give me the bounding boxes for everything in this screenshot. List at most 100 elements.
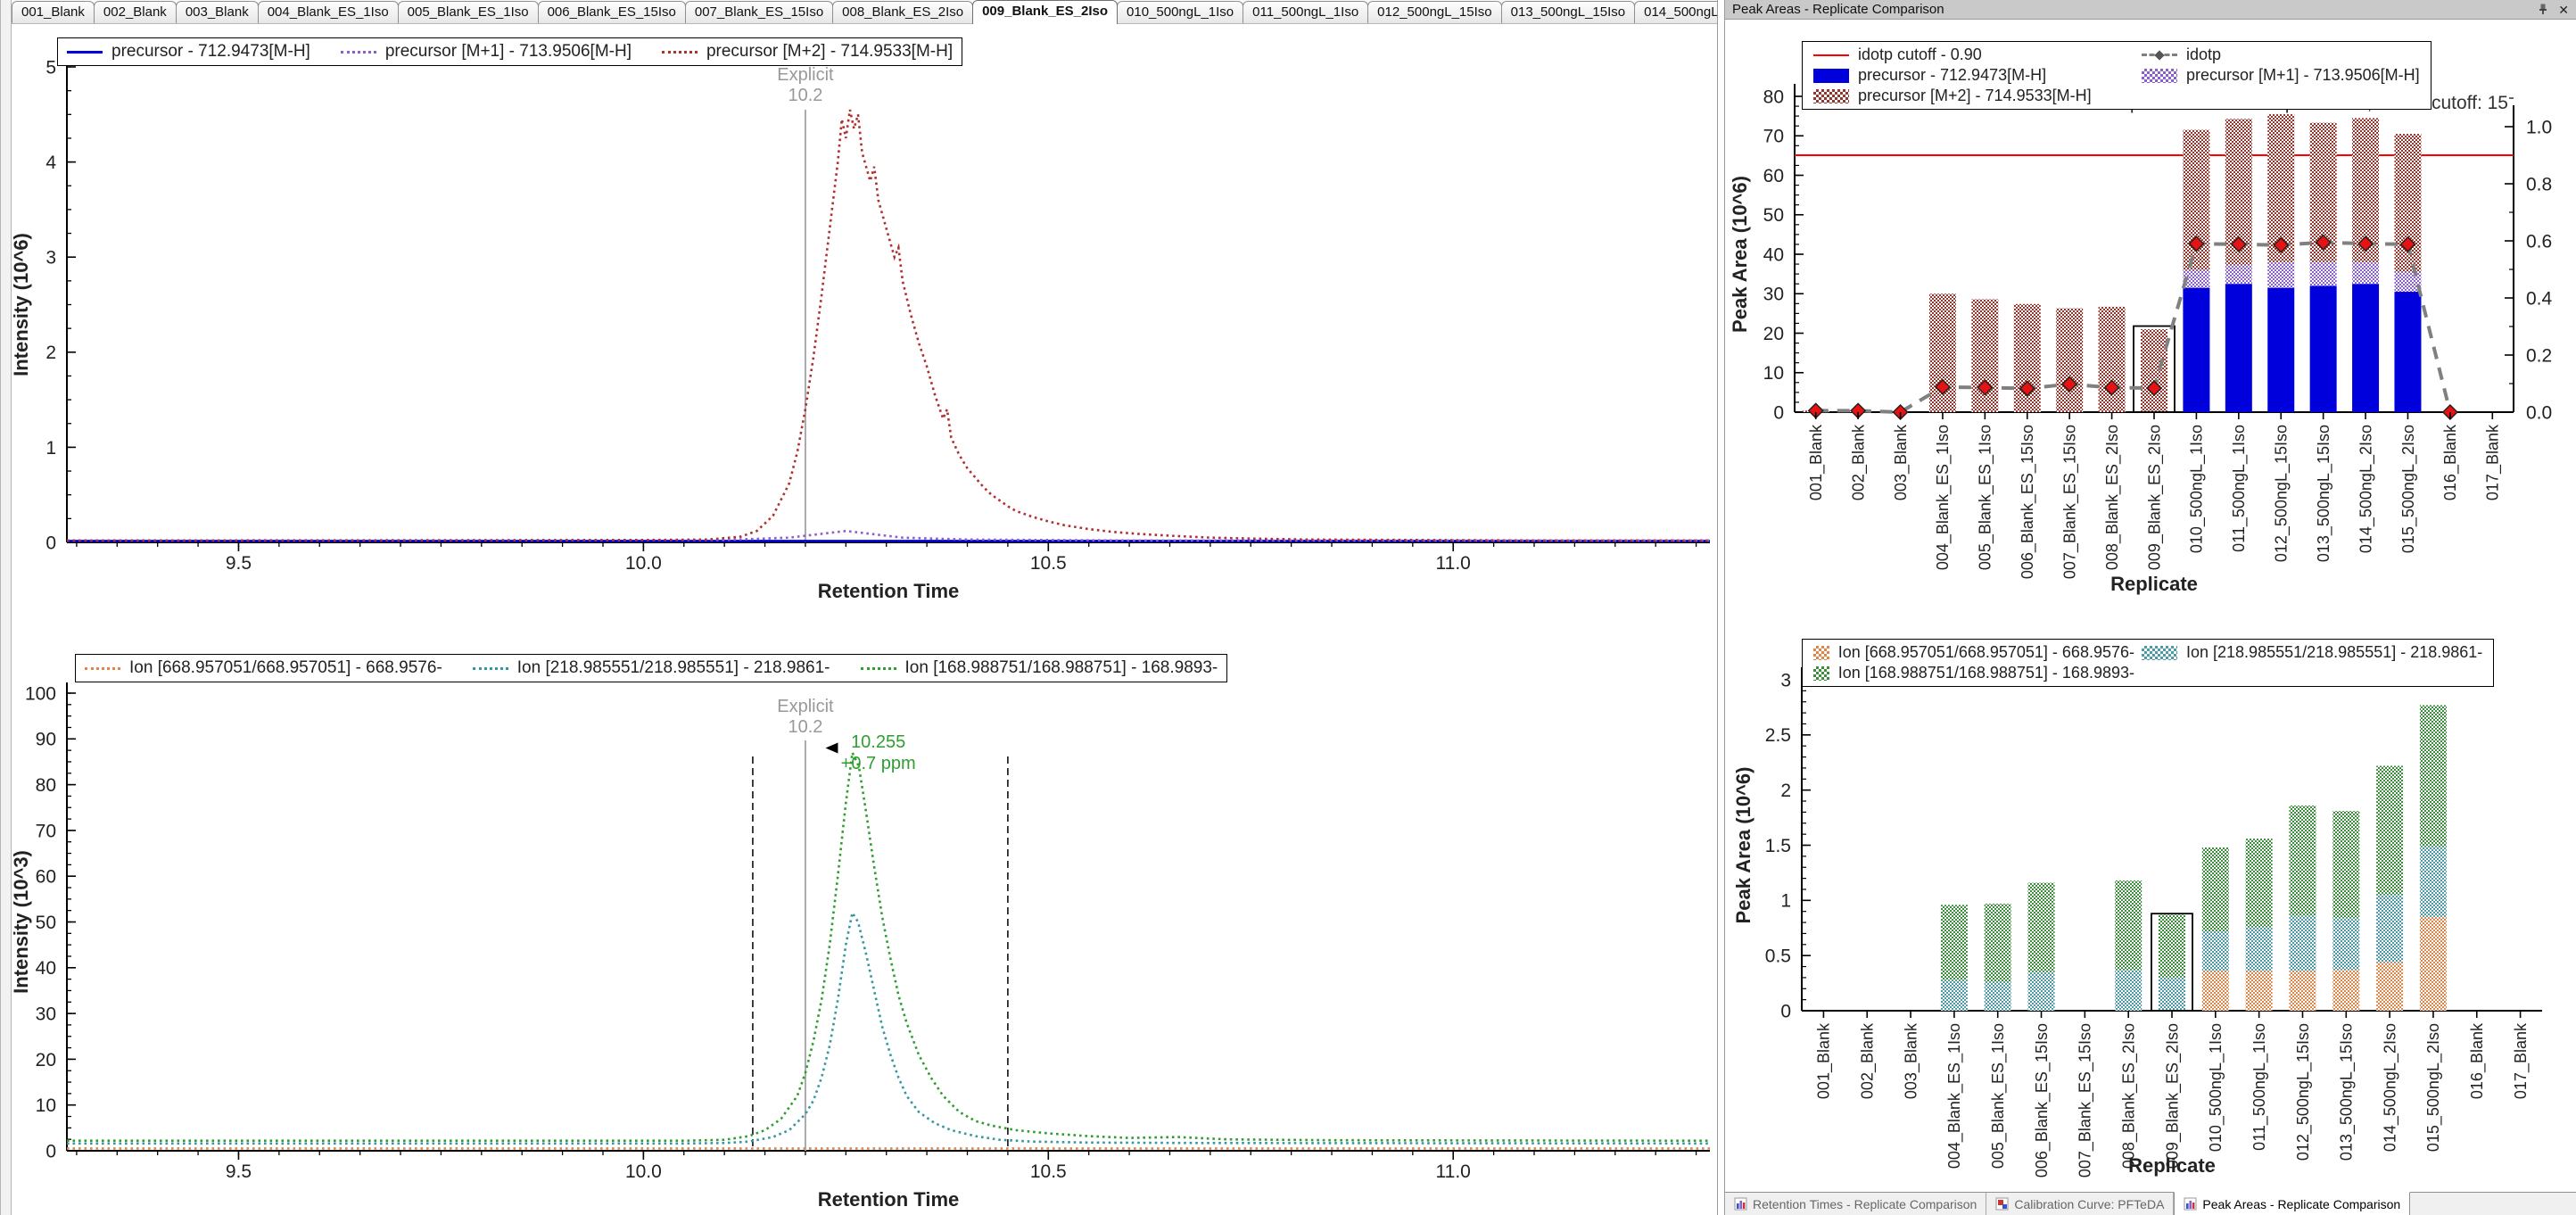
x-category-label[interactable]: 013_500ngL_15Iso — [2315, 425, 2333, 562]
x-category-label[interactable]: 012_500ngL_15Iso — [2273, 425, 2291, 562]
x-category-label[interactable]: 004_Blank_ES_1Iso — [1934, 425, 1953, 570]
bar-015_500ngL_2Iso-s1[interactable] — [2394, 271, 2422, 293]
bar-009_Blank_ES_2Iso-s1[interactable] — [2159, 977, 2185, 1011]
x-category-label[interactable]: 017_Blank — [2512, 1022, 2531, 1099]
doc-tab-011_500ngL_1Iso[interactable]: 011_500ngL_1Iso — [1243, 1, 1369, 23]
x-category-label[interactable]: 001_Blank — [1807, 424, 1826, 500]
bar-011_500ngL_1Iso-s2[interactable] — [2245, 839, 2273, 928]
x-category-label[interactable]: 006_Blank_ES_15Iso — [2033, 1023, 2052, 1178]
chrom-ions-plot[interactable]: 0 10 20 30 40 50 60 70 80 90 100 9.5 10.0 10.5 11.0 Int… — [12, 682, 1711, 1211]
bar-012_500ngL_15Iso-s1[interactable] — [2267, 261, 2295, 288]
bar-008_Blank_ES_2Iso-s2[interactable] — [2115, 880, 2143, 971]
bar-014_500ngL_2Iso-s1[interactable] — [2352, 261, 2380, 285]
bar-015_500ngL_2Iso-s2[interactable] — [2419, 705, 2447, 847]
bar-005_Blank_ES_1Iso-s1[interactable] — [1984, 981, 2011, 1011]
bar-015_500ngL_2Iso-s1[interactable] — [2419, 846, 2447, 917]
bar-006_Blank_ES_15Iso-s2[interactable] — [2027, 882, 2055, 972]
doc-tab-010_500ngL_1Iso[interactable]: 010_500ngL_1Iso — [1117, 1, 1244, 23]
peak-areas-precursor-chart[interactable]: 0 10 20 30 40 50 60 70 80 0.0 0.2 0.4 0.6 0.8 1.0 idotp… — [1725, 20, 2576, 624]
bar-012_500ngL_15Iso-s0[interactable] — [2289, 971, 2316, 1011]
bar-008_Blank_ES_2Iso-s1[interactable] — [2115, 970, 2143, 1011]
x-category-label[interactable]: 010_500ngL_1Iso — [2188, 425, 2207, 553]
bar-009_Blank_ES_2Iso-s2[interactable] — [2141, 329, 2167, 412]
chromatogram-ions-chart[interactable]: 0 10 20 30 40 50 60 70 80 90 100 9.5 10.0 10.5 11.0 Int… — [12, 641, 1717, 1215]
x-category-label[interactable]: 007_Blank_ES_15Iso — [2076, 1023, 2095, 1178]
x-category-label[interactable]: 005_Blank_ES_1Iso — [1977, 425, 1995, 570]
bar-010_500ngL_1Iso-s1[interactable] — [2201, 930, 2229, 971]
chrom-precursor-plot[interactable]: 0 1 2 3 4 5 9.5 10.0 10.5 11.0 Intensity (10^6) Ret… — [12, 56, 1710, 602]
doc-tab-007_Blank_ES_15Iso[interactable]: 007_Blank_ES_15Iso — [684, 1, 834, 23]
doc-tab-008_Blank_ES_2Iso[interactable]: 008_Blank_ES_2Iso — [832, 1, 974, 23]
doc-tab-005_Blank_ES_1Iso[interactable]: 005_Blank_ES_1Iso — [397, 1, 539, 23]
bar-014_500ngL_2Iso-s0[interactable] — [2376, 962, 2404, 1011]
bar-009_Blank_ES_2Iso-s2[interactable] — [2159, 914, 2185, 978]
bar-006_Blank_ES_15Iso-s1[interactable] — [2027, 971, 2055, 1011]
x-category-label[interactable]: 002_Blank — [1849, 424, 1868, 500]
status-tab-2[interactable]: Calibration Curve: PFTeDA — [1986, 1193, 2175, 1215]
x-category-label[interactable]: 015_500ngL_2Iso — [2399, 425, 2418, 553]
bar-011_500ngL_1Iso-s1[interactable] — [2225, 264, 2252, 285]
bar-012_500ngL_15Iso-s1[interactable] — [2289, 915, 2316, 971]
bar-014_500ngL_2Iso-s1[interactable] — [2376, 895, 2404, 963]
bar-012_500ngL_15Iso-s2[interactable] — [2289, 805, 2316, 916]
doc-tab-012_500ngL_15Iso[interactable]: 012_500ngL_15Iso — [1367, 1, 1502, 23]
bar-013_500ngL_15Iso-s0[interactable] — [2332, 970, 2360, 1011]
doc-tab-006_Blank_ES_15Iso[interactable]: 006_Blank_ES_15Iso — [537, 1, 686, 23]
bar-010_500ngL_1Iso-s1[interactable] — [2183, 269, 2210, 288]
bar-015_500ngL_2Iso-s0[interactable] — [2394, 292, 2422, 412]
x-category-label[interactable]: 011_500ngL_1Iso — [2250, 1023, 2269, 1151]
doc-tab-003_Blank[interactable]: 003_Blank — [175, 1, 259, 23]
bar-011_500ngL_1Iso-s0[interactable] — [2225, 284, 2252, 412]
x-category-label[interactable]: 008_Blank_ES_2Iso — [2119, 1023, 2138, 1169]
x-category-label[interactable]: 009_Blank_ES_2Iso — [2163, 1023, 2182, 1169]
bar-004_Blank_ES_1Iso-s2[interactable] — [1940, 905, 1968, 980]
x-category-label[interactable]: 013_500ngL_15Iso — [2338, 1023, 2357, 1161]
bar-010_500ngL_1Iso-s0[interactable] — [2183, 287, 2210, 412]
bar-010_500ngL_1Iso-s0[interactable] — [2201, 971, 2229, 1011]
bar-007_Blank_ES_15Iso-s2[interactable] — [2056, 308, 2084, 412]
x-category-label[interactable]: 014_500ngL_2Iso — [2357, 425, 2375, 553]
chromatogram-trace-1[interactable] — [67, 909, 1711, 1145]
status-tab-1[interactable]: Retention Times - Replicate Comparison — [1725, 1193, 1987, 1215]
bar-005_Blank_ES_1Iso-s2[interactable] — [1984, 904, 2011, 982]
x-category-label[interactable]: 016_Blank — [2468, 1022, 2487, 1099]
x-category-label[interactable]: 003_Blank — [1892, 424, 1911, 500]
bar-010_500ngL_1Iso-s2[interactable] — [2201, 847, 2229, 931]
chromatogram-trace-2[interactable] — [67, 109, 1710, 542]
doc-tab-013_500ngL_15Iso[interactable]: 013_500ngL_15Iso — [1500, 1, 1636, 23]
doc-tab-004_Blank_ES_1Iso[interactable]: 004_Blank_ES_1Iso — [257, 1, 399, 23]
x-category-label[interactable]: 008_Blank_ES_2Iso — [2103, 425, 2122, 570]
x-category-label[interactable]: 015_500ngL_2Iso — [2424, 1023, 2443, 1152]
x-category-label[interactable]: 010_500ngL_1Iso — [2207, 1023, 2225, 1152]
bar-014_500ngL_2Iso-s2[interactable] — [2376, 765, 2404, 896]
status-tab-3[interactable]: Peak Areas - Replicate Comparison — [2174, 1192, 2411, 1215]
bar-008_Blank_ES_2Iso-s2[interactable] — [2098, 306, 2126, 412]
chromatogram-trace-2[interactable] — [67, 748, 1711, 1143]
x-category-label[interactable]: 003_Blank — [1902, 1022, 1920, 1099]
doc-tab-001_Blank[interactable]: 001_Blank — [12, 1, 95, 23]
x-category-label[interactable]: 002_Blank — [1859, 1022, 1878, 1099]
chromatogram-precursor-chart[interactable]: 0 1 2 3 4 5 9.5 10.0 10.5 11.0 Intensity (10^6) Ret… — [12, 24, 1717, 641]
bar-013_500ngL_15Iso-s2[interactable] — [2332, 811, 2360, 919]
x-category-label[interactable]: 017_Blank — [2484, 424, 2503, 500]
x-category-label[interactable]: 012_500ngL_15Iso — [2294, 1023, 2313, 1161]
peak-areas-precursor-plot[interactable]: 010203040506070800.00.20.40.60.81.0idotp… — [1729, 84, 2576, 595]
x-category-label[interactable]: 009_Blank_ES_2Iso — [2145, 425, 2164, 570]
bar-004_Blank_ES_1Iso-s1[interactable] — [1940, 979, 1968, 1011]
collapsed-dock-strip[interactable] — [0, 0, 12, 1215]
bar-015_500ngL_2Iso-s0[interactable] — [2419, 916, 2447, 1011]
doc-tab-009_Blank_ES_2Iso[interactable]: 009_Blank_ES_2Iso — [972, 0, 1119, 24]
close-icon[interactable]: ✕ — [2558, 2, 2569, 17]
bar-011_500ngL_1Iso-s1[interactable] — [2245, 927, 2273, 971]
bar-012_500ngL_15Iso-s0[interactable] — [2267, 287, 2295, 412]
x-category-label[interactable]: 006_Blank_ES_15Iso — [2019, 425, 2037, 579]
x-category-label[interactable]: 007_Blank_ES_15Iso — [2060, 425, 2079, 579]
bar-011_500ngL_1Iso-s0[interactable] — [2245, 971, 2273, 1011]
x-category-label[interactable]: 001_Blank — [1815, 1022, 1834, 1099]
chromatogram-trace-1[interactable] — [66, 529, 1710, 542]
x-category-label[interactable]: 011_500ngL_1Iso — [2230, 425, 2249, 552]
panel-title-bar[interactable]: Peak Areas - Replicate Comparison ✕ — [1725, 0, 2576, 20]
doc-tab-002_Blank[interactable]: 002_Blank — [93, 1, 177, 23]
